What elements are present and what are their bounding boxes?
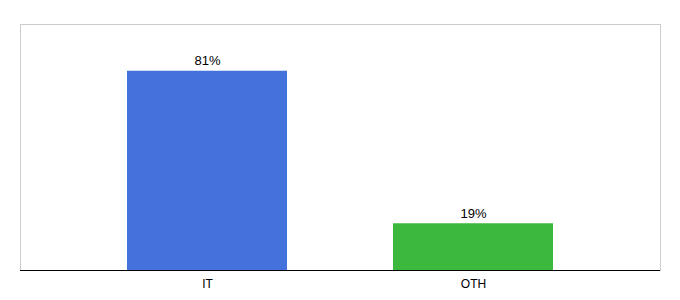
svg-text:19%: 19%: [460, 206, 486, 221]
svg-text:OTH: OTH: [461, 277, 486, 291]
svg-text:81%: 81%: [194, 53, 220, 68]
svg-text:IT: IT: [202, 277, 213, 291]
